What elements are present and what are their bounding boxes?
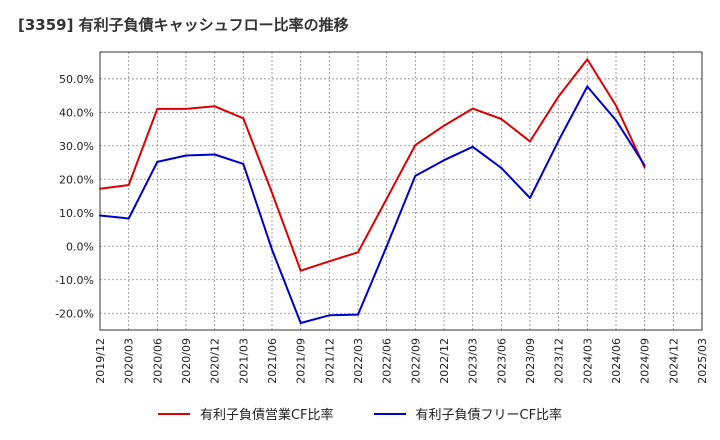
x-tick-label: 2020/12 <box>209 338 222 384</box>
data-point <box>299 269 302 272</box>
y-tick-label: 0.0% <box>66 240 94 253</box>
x-tick-label: 2023/12 <box>553 338 566 384</box>
data-point <box>357 251 359 254</box>
data-point <box>328 260 331 263</box>
x-tick-label: 2021/03 <box>237 338 250 384</box>
x-tick-label: 2024/12 <box>667 338 680 384</box>
chart-title: [3359] 有利子負債キャッシュフロー比率の推移 <box>18 16 349 34</box>
data-point <box>242 162 245 165</box>
x-tick-label: 2021/06 <box>266 338 279 384</box>
x-tick-label: 2022/03 <box>352 338 365 384</box>
x-tick-label: 2023/09 <box>524 338 537 384</box>
data-point <box>385 197 388 200</box>
data-point <box>557 139 560 142</box>
data-point <box>500 117 503 120</box>
x-tick-label: 2024/09 <box>639 338 652 384</box>
data-point <box>271 248 273 251</box>
data-point <box>99 214 101 217</box>
x-tick-label: 2023/06 <box>495 338 508 384</box>
data-point <box>586 58 589 61</box>
legend-swatch-operating-cf <box>157 412 190 415</box>
data-point <box>213 153 216 156</box>
data-point <box>414 174 417 177</box>
data-point <box>271 191 273 194</box>
data-point <box>99 187 101 190</box>
x-tick-label: 2020/09 <box>180 338 193 384</box>
data-point <box>643 166 646 169</box>
data-point <box>127 183 130 186</box>
data-point <box>127 217 130 220</box>
x-tick-label: 2020/03 <box>123 338 136 384</box>
data-point <box>557 95 560 98</box>
data-point <box>185 107 187 110</box>
data-point <box>357 313 359 316</box>
data-point <box>156 107 159 110</box>
data-point <box>328 314 331 317</box>
y-tick-label: 20.0% <box>59 173 94 186</box>
data-point <box>299 321 302 324</box>
data-point <box>385 245 388 248</box>
data-point <box>414 144 417 147</box>
data-point <box>156 160 159 163</box>
data-point <box>471 145 474 148</box>
data-point <box>643 164 646 167</box>
x-tick-label: 2023/03 <box>467 338 480 384</box>
data-point <box>471 107 474 110</box>
x-tick-label: 2024/06 <box>610 338 623 384</box>
data-point <box>529 140 531 143</box>
x-tick-label: 2022/06 <box>381 338 394 384</box>
y-tick-label: 10.0% <box>59 207 94 220</box>
y-tick-label: -10.0% <box>55 274 94 287</box>
x-tick-label: 2022/09 <box>409 338 422 384</box>
plot-frame <box>99 51 703 331</box>
x-tick-label: 2025/03 <box>696 338 709 384</box>
x-tick-label: 2022/12 <box>438 338 451 384</box>
series-line-1 <box>99 85 646 324</box>
data-point <box>443 124 445 127</box>
data-point <box>615 104 617 107</box>
data-point <box>213 105 216 108</box>
y-tick-label: -20.0% <box>55 307 94 320</box>
y-tick-label: 30.0% <box>59 140 94 153</box>
legend-swatch-free-cf <box>373 412 406 415</box>
data-point <box>529 197 531 200</box>
data-point <box>615 119 617 122</box>
legend-label-free-cf: 有利子負債フリーCF比率 <box>415 408 563 423</box>
y-tick-label: 40.0% <box>59 106 94 119</box>
x-tick-label: 2019/12 <box>94 338 107 384</box>
legend: 有利子負債営業CF比率 有利子負債フリーCF比率 <box>0 404 720 423</box>
data-point <box>242 117 245 120</box>
x-tick-label: 2020/06 <box>151 338 164 384</box>
data-point <box>500 166 503 169</box>
legend-item-operating-cf: 有利子負債営業CF比率 <box>157 404 334 423</box>
x-tick-label: 2021/09 <box>295 338 308 384</box>
x-tick-label: 2024/03 <box>581 338 594 384</box>
series-line-0 <box>99 58 646 272</box>
legend-label-operating-cf: 有利子負債営業CF比率 <box>199 408 334 423</box>
data-point <box>185 154 187 157</box>
x-tick-label: 2021/12 <box>323 338 336 384</box>
data-point <box>586 85 589 88</box>
data-point <box>443 159 445 162</box>
legend-item-free-cf: 有利子負債フリーCF比率 <box>373 404 563 423</box>
y-tick-label: 50.0% <box>59 73 94 86</box>
